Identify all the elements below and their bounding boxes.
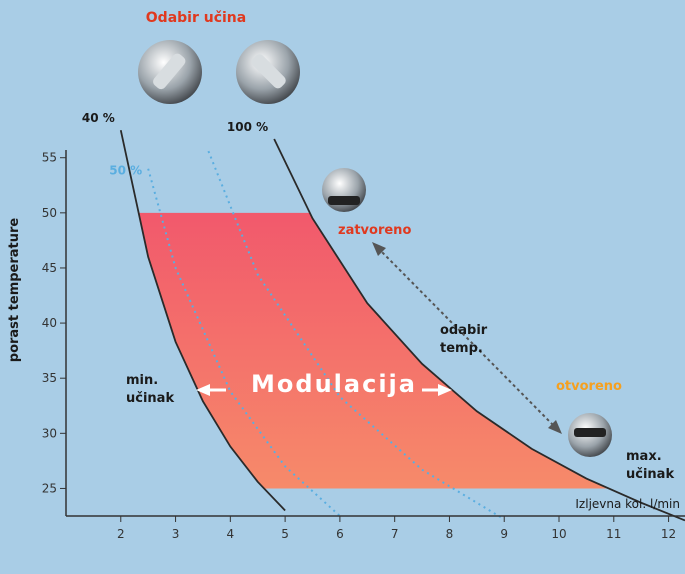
x-tick-label: 5	[281, 527, 289, 541]
x-tick-label: 9	[500, 527, 508, 541]
max-label: max.	[626, 449, 662, 464]
y-tick-label: 40	[42, 316, 57, 330]
y-tick-label: 55	[42, 151, 57, 165]
curve-label: 50 %	[109, 164, 142, 178]
y-tick-label: 30	[42, 426, 57, 440]
modulation-band	[121, 130, 685, 520]
closed-label: zatvoreno	[338, 223, 411, 238]
x-tick-label: 3	[172, 527, 180, 541]
y-tick-label: 25	[42, 481, 57, 495]
x-tick-label: 7	[391, 527, 399, 541]
knob-grip	[328, 196, 360, 205]
y-tick-label: 35	[42, 371, 57, 385]
x-tick-label: 6	[336, 527, 344, 541]
knob	[322, 168, 366, 212]
min-label: min.	[126, 373, 158, 388]
x-tick-label: 11	[606, 527, 621, 541]
x-tick-label: 10	[551, 527, 566, 541]
y-tick-label: 50	[42, 206, 57, 220]
chart: Odabir učina Modulacija min. učinak max.…	[0, 0, 685, 574]
knob-grip	[574, 428, 606, 437]
y-tick-label: 45	[42, 261, 57, 275]
max-label: učinak	[626, 467, 674, 482]
arrow-head	[548, 420, 562, 434]
curve-label: 100 %	[227, 120, 268, 134]
band-layer	[121, 130, 685, 520]
curve-label: 40 %	[82, 111, 115, 125]
y-axis-label: porast temperature	[7, 218, 22, 363]
x-axis-label: Izljevna kol. l/min	[575, 497, 680, 511]
open-label: otvoreno	[556, 379, 622, 394]
x-tick-label: 8	[446, 527, 454, 541]
x-tick-label: 12	[661, 527, 676, 541]
chart-title: Odabir učina	[146, 10, 246, 26]
band-label: Modulacija	[251, 370, 417, 398]
temp-label: temp.	[440, 341, 483, 356]
temp-label: odabir	[440, 323, 488, 338]
min-label: učinak	[126, 391, 174, 406]
x-tick-label: 4	[227, 527, 235, 541]
x-tick-label: 2	[117, 527, 125, 541]
